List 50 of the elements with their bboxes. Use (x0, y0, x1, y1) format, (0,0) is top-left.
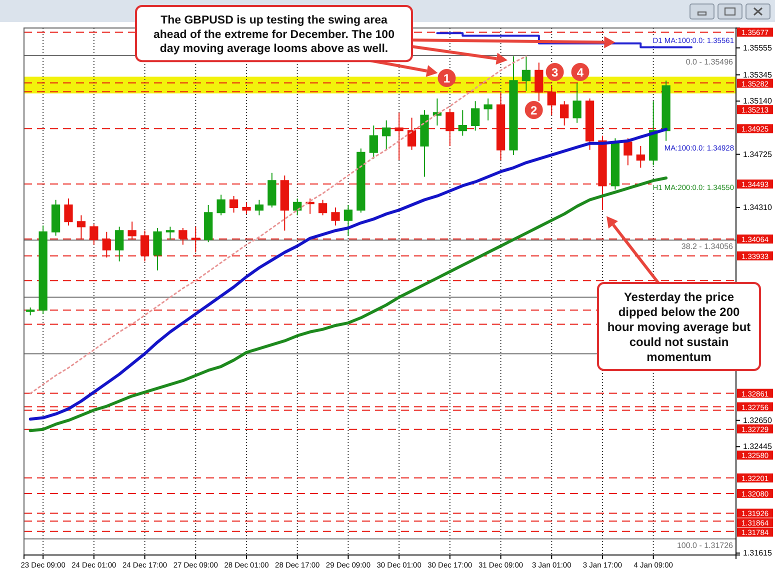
candlestick (293, 198, 302, 216)
y-tick-label: 1.32445 (743, 442, 772, 452)
y-tick-label: 1.31615 (743, 548, 772, 558)
candlestick (662, 80, 670, 142)
candlestick (560, 100, 569, 126)
candlestick (636, 145, 645, 168)
candlestick (166, 226, 175, 240)
candlestick (216, 194, 226, 216)
annotation: The GBPUSD is up testing the swing area ahead of the extreme for December. The 100 day moving average looms above as well. (154, 14, 394, 56)
annotation: 2 (530, 104, 538, 118)
y-tick-label: 1.35140 (743, 96, 772, 106)
candlestick (331, 207, 340, 226)
candlestick (229, 195, 238, 214)
candlestick (509, 56, 518, 156)
annotation: 1 (443, 72, 450, 86)
y-tick-label: 1.34310 (743, 203, 772, 212)
candlestick (522, 56, 531, 92)
candlestick (153, 228, 162, 271)
candlestick (318, 199, 328, 216)
candlestick (204, 204, 213, 243)
candlestick (51, 199, 60, 236)
candlestick (382, 120, 391, 150)
y-tick-label: 1.34725 (743, 150, 772, 159)
candlestick (369, 124, 378, 160)
candlestick (64, 198, 73, 226)
candlestick (624, 138, 632, 166)
annotation: 38.2 - 1.34056 (681, 242, 734, 252)
y-tick-label: 1.35345 (743, 70, 772, 80)
candlestick (356, 148, 366, 214)
candlestick (242, 202, 251, 214)
candlestick (572, 82, 582, 124)
line-series (30, 55, 527, 394)
annotation: Yesterday the price dipped below the 200 hour moving average but could not sustain momentum (607, 290, 751, 364)
candlestick (115, 226, 124, 262)
candlestick (268, 172, 276, 208)
candlestick (649, 100, 658, 166)
y-tick-label: 1.35555 (743, 43, 772, 52)
candlestick (420, 110, 429, 178)
candlestick (344, 204, 353, 236)
annotation: 3 (551, 66, 558, 80)
candlestick (458, 110, 467, 136)
candlestick (38, 224, 48, 314)
candlestick (471, 100, 480, 132)
annotation: 0.0 - 1.35496 (686, 57, 734, 66)
y-tick-label: 1.32650 (743, 416, 772, 425)
candlestick (254, 199, 264, 216)
annotation: 4 (576, 66, 584, 80)
candlestick (484, 98, 492, 121)
candlestick (26, 307, 35, 316)
annotation: 100.0 - 1.31726 (676, 540, 734, 550)
